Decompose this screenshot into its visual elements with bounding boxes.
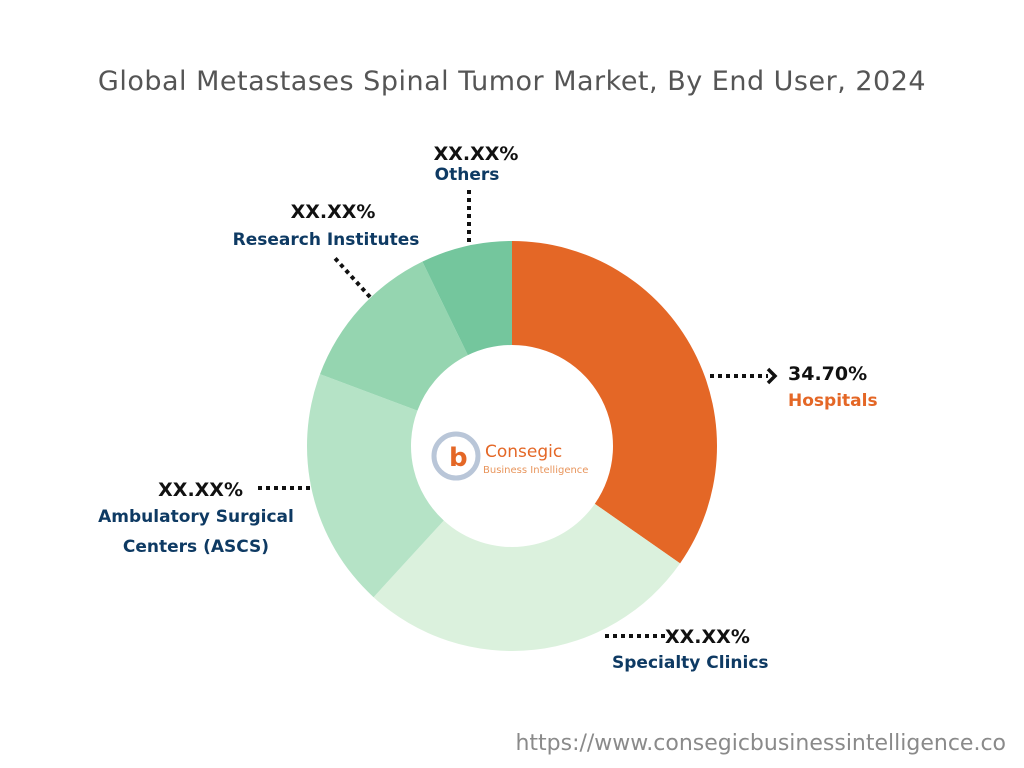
data-label: XX.XX% xyxy=(434,143,519,165)
data-label: XX.XX% xyxy=(665,626,750,648)
slice-specialty-clinics xyxy=(373,503,681,652)
slice-others xyxy=(422,241,512,356)
slice-hospitals xyxy=(512,241,718,564)
logo-name: Consegic xyxy=(485,442,562,462)
slice-ambulatory-surgical-centers-ascs xyxy=(306,374,444,598)
category-label: Research Institutes xyxy=(233,230,420,250)
arrow-icon xyxy=(766,367,778,385)
logo-icon xyxy=(431,431,481,481)
logo-tagline: Business Intelligence xyxy=(483,465,588,476)
category-label: Hospitals xyxy=(788,391,878,411)
category-label: Others xyxy=(435,165,500,185)
category-label: Ambulatory Surgical xyxy=(98,507,294,527)
data-label: XX.XX% xyxy=(158,479,243,501)
category-label: Centers (ASCS) xyxy=(123,537,269,557)
category-label: Specialty Clinics xyxy=(612,653,769,673)
logo: b Consegic Business Intelligence xyxy=(431,431,588,481)
logo-icon-letter: b xyxy=(449,443,468,473)
data-label: XX.XX% xyxy=(291,201,376,223)
leader-line xyxy=(331,254,372,299)
slice-research-institutes xyxy=(320,261,468,411)
data-label: 34.70% xyxy=(788,363,867,385)
chart-title: Global Metastases Spinal Tumor Market, B… xyxy=(97,66,927,97)
leader-lines xyxy=(256,188,778,638)
footer-url: https://www.consegicbusinessintelligence… xyxy=(515,731,1006,756)
